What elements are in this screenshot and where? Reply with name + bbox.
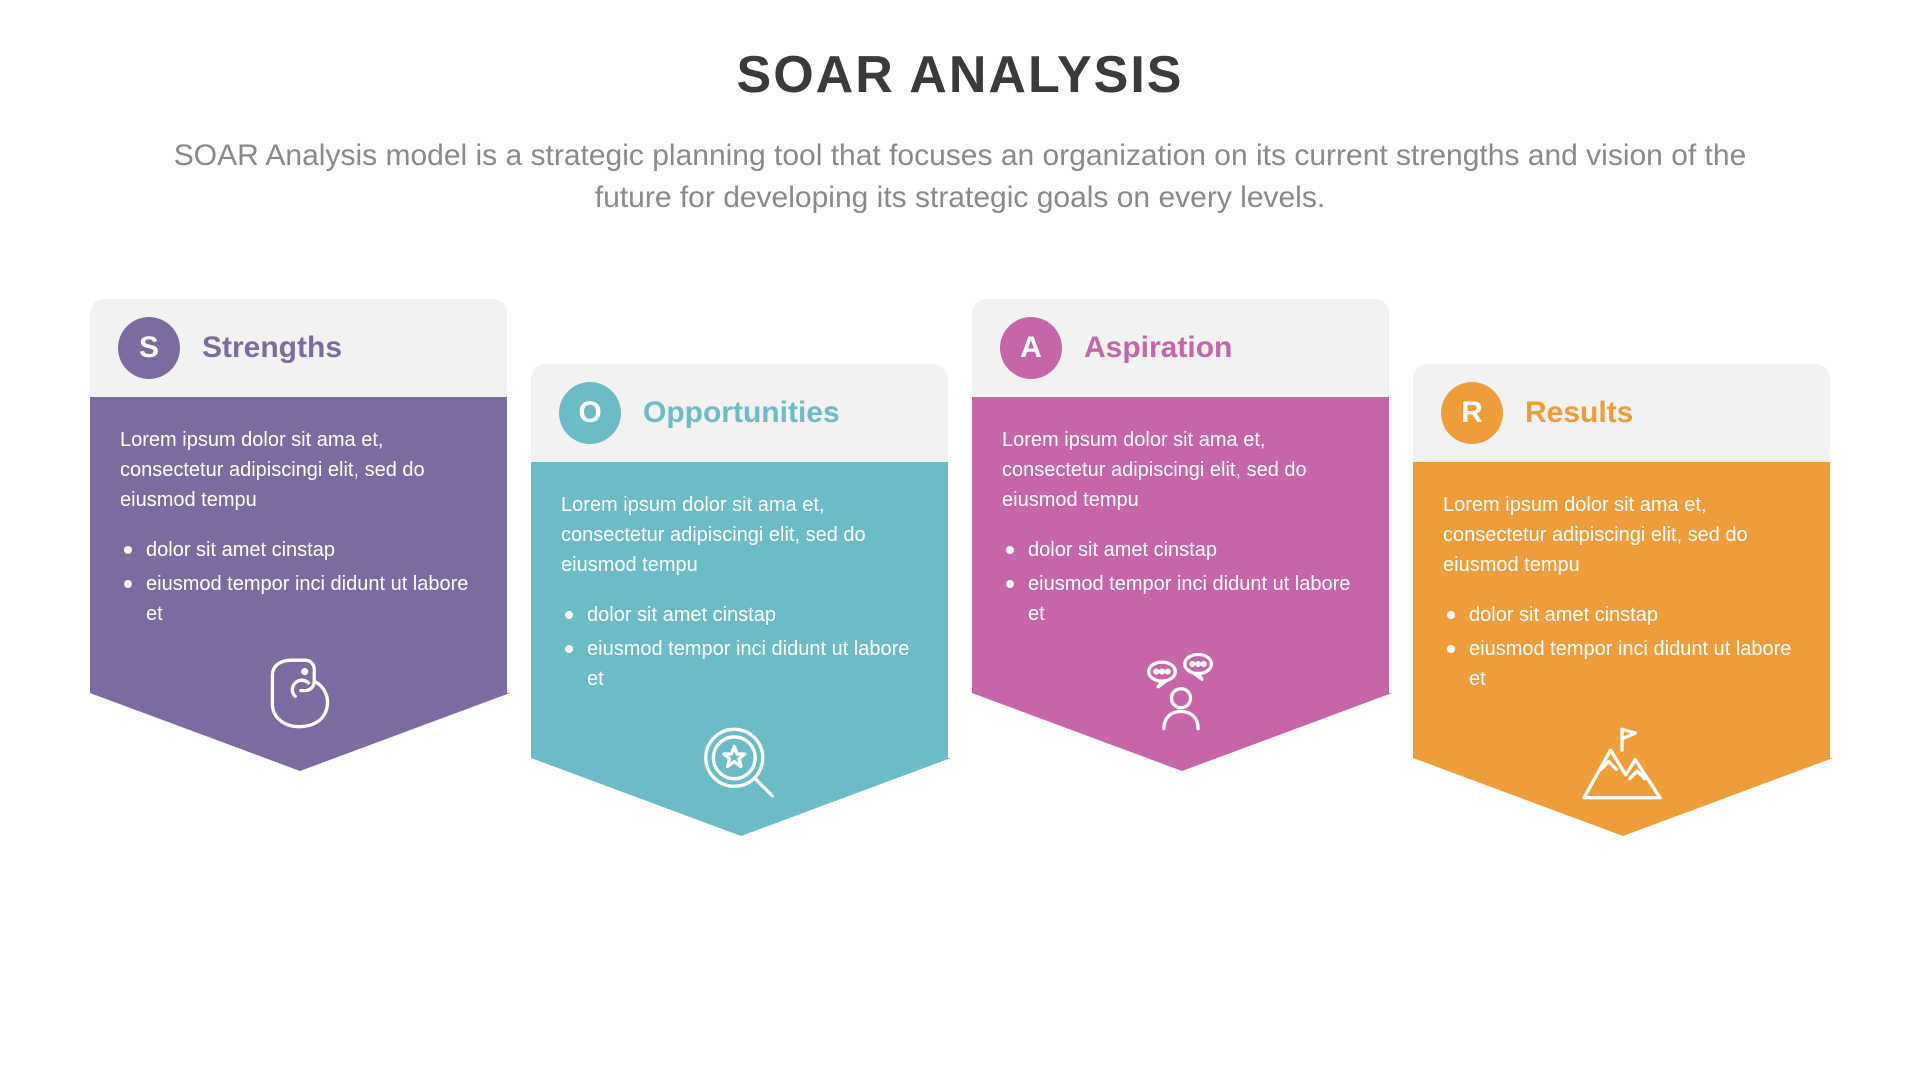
card-header: A Aspiration [972,299,1389,397]
card-body-text: Lorem ipsum dolor sit ama et, consectetu… [561,490,918,580]
card-bullet: dolor sit amet cinstap [1443,600,1800,630]
card-body-text: Lorem ipsum dolor sit ama et, consectetu… [1443,490,1800,580]
card-header: S Strengths [90,299,507,397]
card-header: R Results [1413,364,1830,462]
card-bullet: eiusmod tempor inci didunt ut labore et [120,569,477,629]
card-body: Lorem ipsum dolor sit ama et, consectetu… [90,397,507,693]
card-bullet-list: dolor sit amet cinstap eiusmod tempor inc… [1443,600,1800,694]
soar-card-a: A Aspiration Lorem ipsum dolor sit ama et,… [972,299,1389,758]
letter-badge: O [559,382,621,444]
card-body-text: Lorem ipsum dolor sit ama et, consectetu… [1002,425,1359,515]
letter-badge: A [1000,317,1062,379]
soar-card-s: S Strengths Lorem ipsum dolor sit ama et, … [90,299,507,758]
page-title: SOAR ANALYSIS [90,45,1830,105]
soar-card-o: O Opportunities Lorem ipsum dolor sit ama … [531,364,948,758]
person-chat-icon [1133,645,1228,745]
card-body: Lorem ipsum dolor sit ama et, consectetu… [972,397,1389,693]
magnify-star-icon [692,716,787,816]
card-body-text: Lorem ipsum dolor sit ama et, consectetu… [120,425,477,515]
muscle-arm-icon [251,645,346,745]
card-title: Opportunities [643,396,840,430]
card-bullet: eiusmod tempor inci didunt ut labore et [1002,569,1359,629]
letter-badge: S [118,317,180,379]
card-bullet: dolor sit amet cinstap [1002,535,1359,565]
card-bullet: eiusmod tempor inci didunt ut labore et [561,634,918,694]
card-bullet-list: dolor sit amet cinstap eiusmod tempor inc… [561,600,918,694]
mountain-flag-icon [1574,716,1669,816]
card-bullet: dolor sit amet cinstap [120,535,477,565]
card-title: Results [1525,396,1633,430]
soar-container: SOAR ANALYSIS SOAR Analysis model is a s… [0,0,1920,1080]
soar-card-r: R Results Lorem ipsum dolor sit ama et, co… [1413,364,1830,758]
card-bullet-list: dolor sit amet cinstap eiusmod tempor inc… [120,535,477,629]
card-body: Lorem ipsum dolor sit ama et, consectetu… [531,462,948,758]
card-bullet-list: dolor sit amet cinstap eiusmod tempor inc… [1002,535,1359,629]
card-bullet: eiusmod tempor inci didunt ut labore et [1443,634,1800,694]
cards-row: S Strengths Lorem ipsum dolor sit ama et, … [90,279,1830,758]
card-title: Aspiration [1084,331,1232,365]
card-title: Strengths [202,331,342,365]
card-bullet: dolor sit amet cinstap [561,600,918,630]
page-subtitle: SOAR Analysis model is a strategic plann… [170,135,1750,219]
card-header: O Opportunities [531,364,948,462]
letter-badge: R [1441,382,1503,444]
card-body: Lorem ipsum dolor sit ama et, consectetu… [1413,462,1830,758]
